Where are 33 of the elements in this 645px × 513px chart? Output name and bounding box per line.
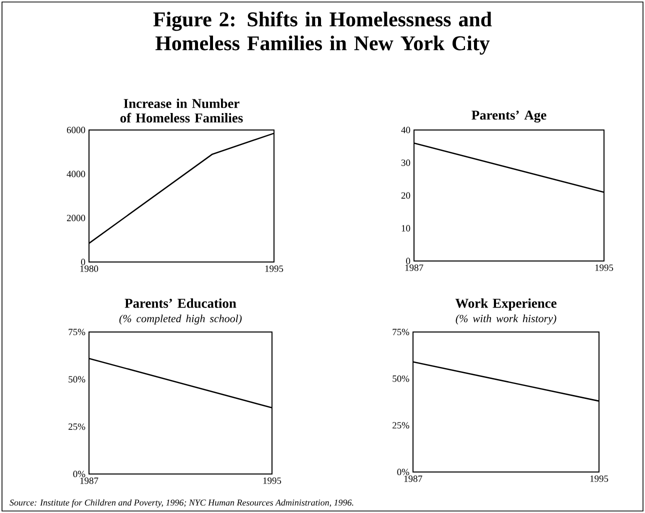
x-tick-label: 1995 (263, 478, 282, 484)
y-tick-label: 25% (392, 422, 410, 429)
y-tick-label: 0 (81, 258, 86, 266)
chart-title: Increase in Number of Homeless Families (120, 98, 243, 122)
x-tick-label: 1995 (590, 476, 608, 482)
x-tick-label: 1987 (80, 478, 98, 484)
chart-title: Work Experience (455, 298, 556, 311)
y-tick-label: 0 (406, 258, 410, 264)
chart-subtitle: (% completed high school) (119, 314, 242, 325)
y-tick-label: 40 (401, 126, 410, 134)
text: Figure 2: Shifts in Homelessness and Homeless Families in New York City (153, 12, 492, 55)
x-tick-label: 1987 (404, 476, 422, 482)
y-tick-label: 75% (392, 328, 410, 336)
y-tick-label: 20 (401, 192, 410, 199)
y-tick-label: 30 (401, 160, 410, 166)
y-tick-label: 50% (68, 376, 86, 383)
y-tick-label: 75% (68, 328, 86, 336)
y-tick-label: 2000 (66, 214, 86, 222)
source-note: Source: Institute for Children and Poverty, 1996; NYC Human Resources Administration, 1996. (10, 499, 354, 508)
x-tick-label: 1987 (405, 264, 424, 271)
x-tick-label: 1980 (80, 266, 98, 272)
y-tick-label: 0% (73, 470, 86, 478)
y-tick-label: 25% (68, 423, 86, 430)
chart-title: Parents’ Education (124, 298, 236, 308)
y-tick-label: 10 (402, 225, 410, 232)
y-tick-label: 50% (392, 375, 410, 382)
y-tick-label: 6000 (66, 126, 86, 134)
x-tick-label: 1995 (595, 264, 614, 271)
y-tick-label: 0% (397, 468, 410, 476)
x-tick-label: 1995 (265, 266, 284, 272)
chart-subtitle: (% with work history) (456, 314, 556, 324)
y-tick-label: 4000 (66, 170, 86, 178)
chart-title: Parents’ Age (472, 110, 546, 122)
